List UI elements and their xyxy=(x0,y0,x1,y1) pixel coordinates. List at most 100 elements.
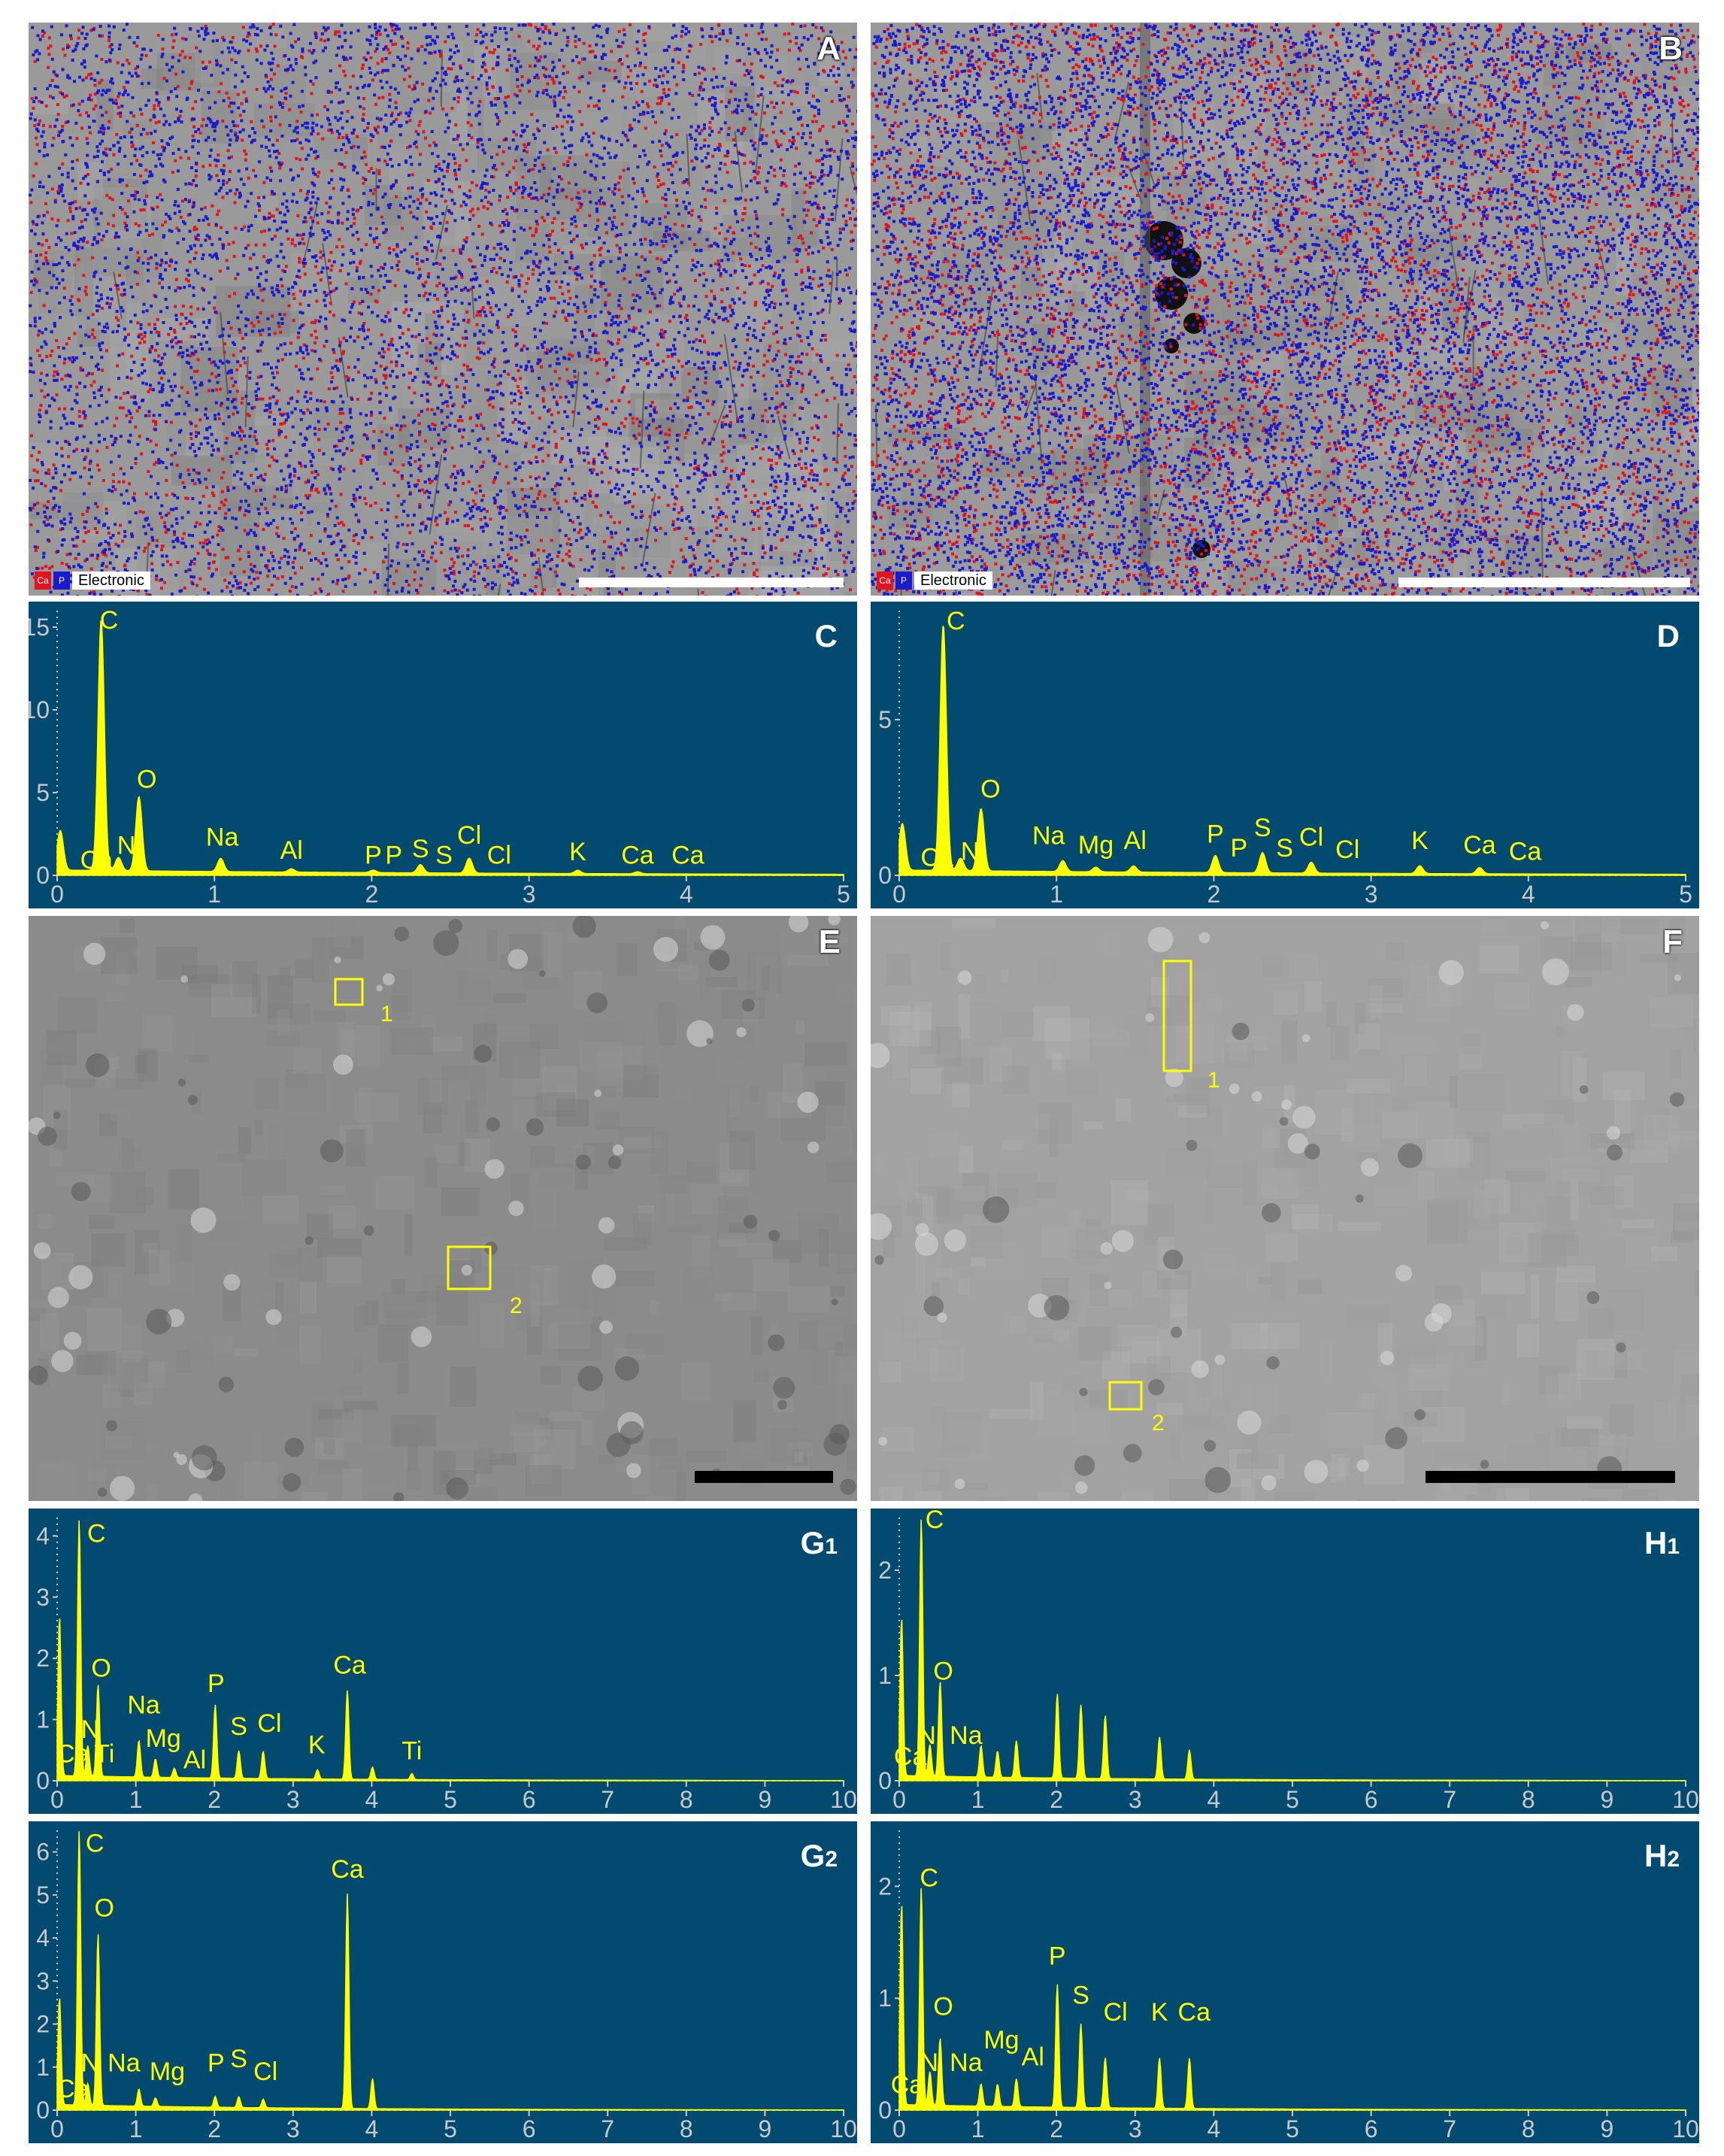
ca-dot xyxy=(356,238,360,241)
p-dot xyxy=(593,314,597,318)
ca-dot xyxy=(662,88,665,92)
ca-dot xyxy=(667,433,671,437)
p-dot xyxy=(440,333,444,337)
p-dot xyxy=(180,516,184,520)
p-dot xyxy=(265,44,269,48)
surface-crack xyxy=(723,334,739,423)
p-dot xyxy=(326,117,329,120)
ca-dot xyxy=(667,88,671,92)
ca-dot xyxy=(229,326,233,330)
ca-dot xyxy=(183,56,187,59)
p-dot xyxy=(259,374,263,378)
p-dot xyxy=(781,517,785,520)
p-dot xyxy=(369,486,373,490)
p-dot xyxy=(534,56,538,59)
ca-dot xyxy=(30,97,34,101)
p-dot xyxy=(164,297,168,301)
ca-dot xyxy=(840,41,844,44)
ca-dot xyxy=(416,591,420,595)
ca-dot xyxy=(592,105,596,108)
ca-dot xyxy=(607,545,611,549)
ca-dot xyxy=(459,64,462,68)
p-dot xyxy=(41,463,44,467)
p-dot xyxy=(697,320,701,324)
p-dot xyxy=(342,143,346,147)
p-dot xyxy=(242,183,246,186)
ca-dot xyxy=(675,497,679,501)
ca-dot xyxy=(295,138,299,141)
p-dot xyxy=(141,261,145,265)
ca-dot xyxy=(405,449,409,453)
ca-dot xyxy=(707,559,711,563)
p-dot xyxy=(811,508,815,511)
p-dot xyxy=(199,511,203,515)
texture-patch xyxy=(498,393,568,420)
p-dot xyxy=(120,493,123,496)
p-dot xyxy=(560,280,564,284)
p-dot xyxy=(832,382,836,386)
ca-dot xyxy=(708,126,712,130)
p-dot xyxy=(595,405,599,408)
ca-dot xyxy=(380,215,383,219)
p-dot xyxy=(538,150,542,154)
ca-dot xyxy=(55,393,59,397)
p-dot xyxy=(826,44,830,47)
p-dot xyxy=(635,294,639,298)
ca-dot xyxy=(626,75,630,79)
ca-dot xyxy=(92,380,96,384)
p-dot xyxy=(152,150,156,154)
p-dot xyxy=(123,154,127,158)
p-dot xyxy=(511,138,515,142)
p-dot xyxy=(431,587,435,590)
ca-dot xyxy=(508,170,511,174)
p-dot xyxy=(159,107,162,111)
p-dot xyxy=(265,270,268,274)
p-dot xyxy=(410,354,414,358)
ca-dot xyxy=(796,333,800,337)
ca-dot xyxy=(714,226,717,230)
ca-dot xyxy=(655,426,659,430)
ca-dot xyxy=(341,245,344,249)
ca-dot xyxy=(589,274,593,278)
ca-dot xyxy=(501,150,505,153)
p-dot xyxy=(243,588,247,592)
ca-dot xyxy=(769,464,773,468)
ca-dot xyxy=(458,185,462,189)
ca-dot xyxy=(627,400,631,404)
p-dot xyxy=(304,465,308,468)
ca-dot xyxy=(725,515,729,519)
ca-dot xyxy=(105,446,109,450)
ca-dot xyxy=(268,166,272,170)
p-dot xyxy=(627,328,631,332)
ca-dot xyxy=(580,123,583,126)
ca-dot xyxy=(239,429,243,432)
p-dot xyxy=(845,403,849,407)
p-dot xyxy=(681,150,685,154)
p-dot xyxy=(675,47,679,50)
p-dot xyxy=(490,362,494,366)
ca-dot xyxy=(504,96,508,99)
ca-dot xyxy=(395,569,398,573)
ca-dot xyxy=(687,50,691,53)
ca-dot xyxy=(732,251,735,255)
ca-dot xyxy=(374,590,377,594)
ca-dot xyxy=(374,227,378,231)
ca-dot xyxy=(160,260,164,264)
p-dot xyxy=(511,289,514,293)
ca-dot xyxy=(164,220,168,224)
p-dot xyxy=(117,594,121,596)
ca-dot xyxy=(214,568,218,572)
ca-dot xyxy=(33,59,37,63)
ca-dot xyxy=(321,137,325,141)
p-dot xyxy=(466,32,470,36)
p-dot xyxy=(61,68,65,71)
p-dot xyxy=(397,354,401,358)
ca-dot xyxy=(622,168,626,172)
p-dot xyxy=(650,359,654,362)
p-dot xyxy=(491,313,495,317)
p-dot xyxy=(763,393,767,396)
p-dot xyxy=(115,329,119,333)
p-dot xyxy=(156,342,159,346)
ca-dot xyxy=(536,198,540,202)
ca-dot xyxy=(620,553,623,556)
